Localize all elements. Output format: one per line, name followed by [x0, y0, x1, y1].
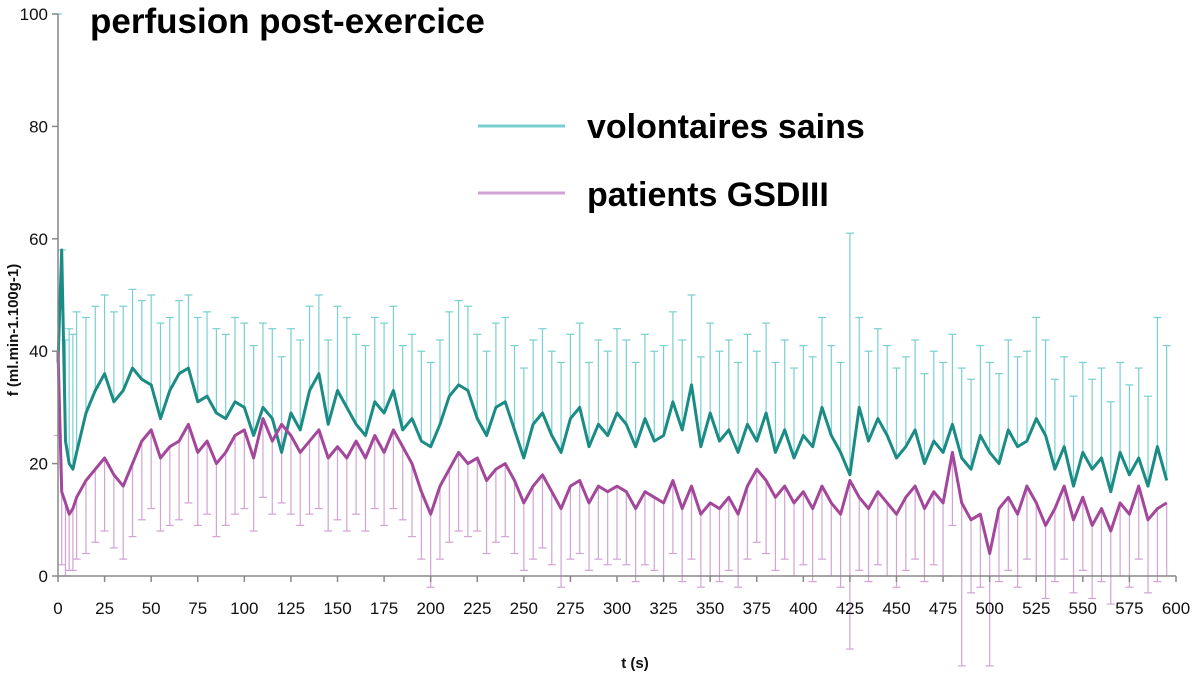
legend: volontaires sains patients GSDIII [478, 108, 865, 214]
y-tick-label: 20 [29, 455, 48, 474]
x-tick-label: 575 [1115, 599, 1143, 618]
x-ticks: 0 25 50 75 100 125 150 175 200 225 250 275 300 325 350… [53, 576, 1190, 618]
x-tick-label: 450 [882, 599, 910, 618]
y-tick-label: 100 [20, 5, 48, 24]
x-tick-label: 125 [277, 599, 305, 618]
x-tick-label: 350 [696, 599, 724, 618]
x-tick-label: 300 [603, 599, 631, 618]
series-line-volontaires-sains [56, 248, 1169, 494]
x-tick-label: 275 [556, 599, 584, 618]
x-tick-label: 525 [1022, 599, 1050, 618]
x-tick-label: 50 [142, 599, 161, 618]
x-tick-label: 75 [188, 599, 207, 618]
error-bars-patients-gsdiii [54, 351, 1171, 667]
x-tick-label: 0 [53, 599, 62, 618]
x-axis-title: t (s) [621, 655, 649, 672]
x-tick-label: 200 [416, 599, 444, 618]
x-tick-label: 250 [510, 599, 538, 618]
series-lines [56, 248, 1169, 555]
x-tick-label: 400 [789, 599, 817, 618]
x-tick-label: 550 [1069, 599, 1097, 618]
x-tick-label: 225 [463, 599, 491, 618]
y-axis-title: f (ml.min-1.100g-1) [5, 264, 22, 397]
y-tick-label: 0 [39, 567, 48, 586]
series-line-patients-gsdiii [56, 351, 1168, 555]
x-tick-label: 25 [95, 599, 114, 618]
error-bars-volontaires-sains [54, 13, 1171, 492]
x-tick-label: 150 [323, 599, 351, 618]
x-tick-label: 500 [975, 599, 1003, 618]
y-tick-label: 60 [29, 230, 48, 249]
legend-label-volontaires-sains: volontaires sains [587, 108, 865, 146]
y-ticks: 0 20 40 60 80 100 [20, 5, 58, 586]
x-tick-label: 375 [743, 599, 771, 618]
y-tick-label: 40 [29, 342, 48, 361]
legend-label-patients-gsdiii: patients GSDIII [587, 176, 829, 214]
x-tick-label: 100 [230, 599, 258, 618]
x-tick-label: 175 [370, 599, 398, 618]
x-tick-label: 600 [1162, 599, 1190, 618]
x-tick-label: 325 [649, 599, 677, 618]
y-tick-label: 80 [29, 117, 48, 136]
chart-title: perfusion post-exercice [90, 2, 485, 41]
x-tick-label: 475 [929, 599, 957, 618]
x-tick-label: 425 [836, 599, 864, 618]
